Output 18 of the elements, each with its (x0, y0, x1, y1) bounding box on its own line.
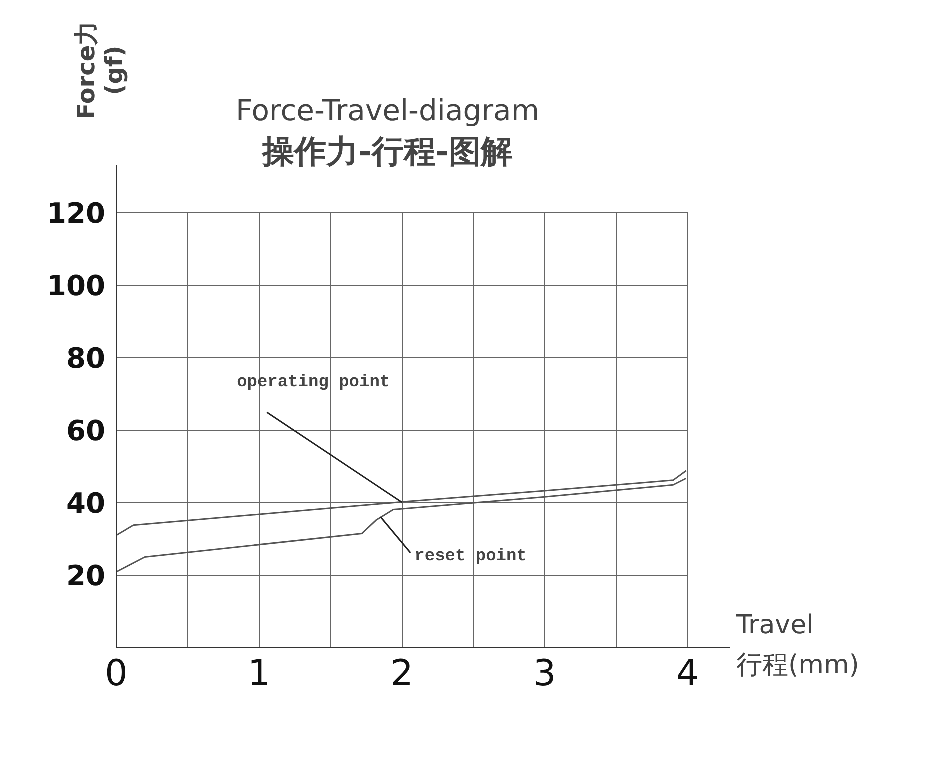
y-tick-label: 60 (66, 414, 106, 448)
y-axis-title: Force力 (gf) (72, 21, 128, 120)
chart-title: Force-Travel-diagram (236, 94, 540, 128)
x-tick-label: 4 (676, 654, 700, 694)
x-tick-label: 0 (105, 654, 128, 694)
y-tick-label: 80 (66, 342, 106, 376)
y-tick-label: 120 (47, 197, 106, 230)
x-axis-title: Travel 行程(mm) (736, 610, 860, 680)
annotation: reset point (414, 548, 527, 567)
x-tick-label: 3 (533, 654, 556, 694)
x-tick-label: 1 (248, 654, 271, 694)
y-tick-label: 100 (47, 270, 106, 303)
chart-subtitle: 操作力-行程-图解 (262, 132, 514, 170)
y-tick-label: 20 (66, 560, 106, 593)
line-series (116, 478, 687, 573)
line-series (116, 470, 687, 536)
y-tick-label: 40 (66, 487, 106, 520)
x-tick-label: 2 (390, 654, 414, 694)
